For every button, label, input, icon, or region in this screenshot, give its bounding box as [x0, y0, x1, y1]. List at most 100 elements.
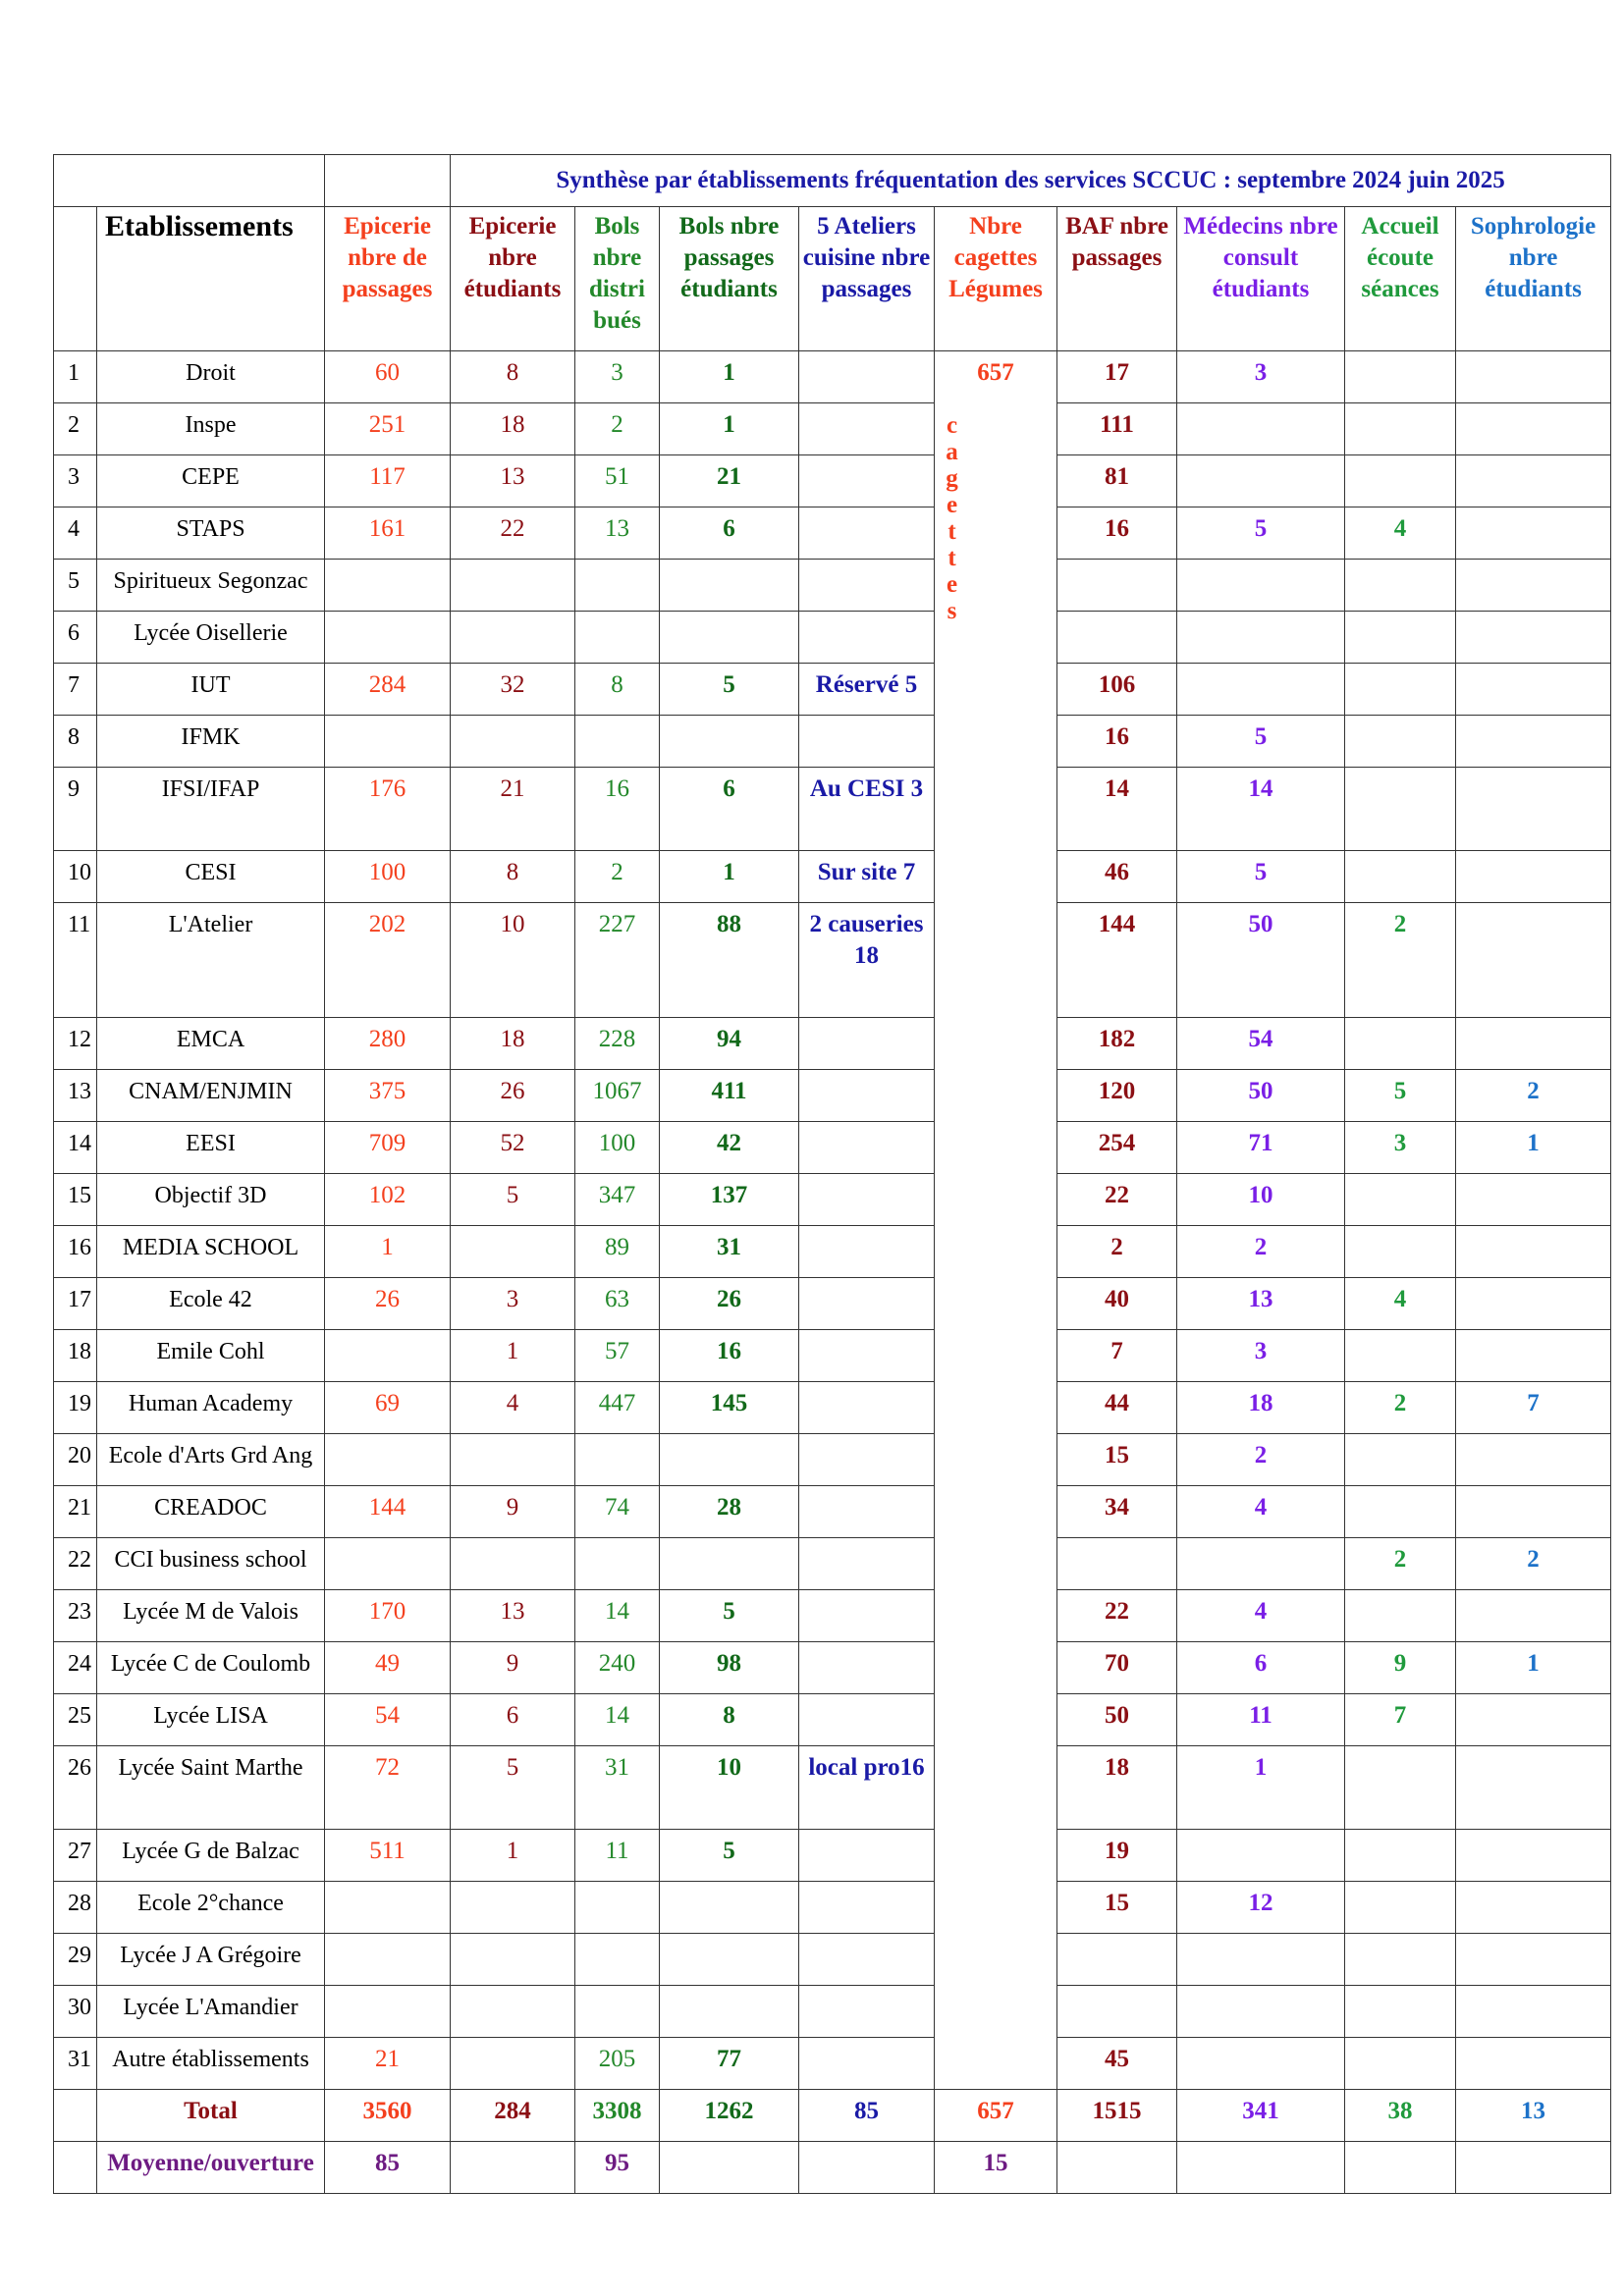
cell-sophrologie [1454, 402, 1612, 455]
cell-baf: 22 [1056, 1173, 1177, 1226]
cell-medecins: 1 [1176, 1745, 1345, 1830]
row-number: 11 [53, 902, 97, 1018]
header-bols-passages: Bols nbre passages étudiants [659, 206, 799, 351]
cell-epicerie-etudiants [450, 715, 575, 768]
cell-bols-passages: 8 [659, 1693, 799, 1746]
table-row: 11 L'Atelier 202 10 227 88 2 causeries 18 144 50… [53, 902, 1612, 1018]
etablissement-name: L'Atelier [96, 902, 325, 1018]
cell-epicerie-etudiants: 26 [450, 1069, 575, 1122]
cell-baf: 70 [1056, 1641, 1177, 1694]
cell-medecins: 2 [1176, 1225, 1345, 1278]
cell-ateliers [798, 1485, 935, 1538]
cell-medecins: 12 [1176, 1881, 1345, 1934]
cell-bols-distribues: 11 [574, 1829, 660, 1882]
table-row: 2 Inspe 251 18 2 1 111 [53, 402, 1612, 455]
cell-baf: 17 [1056, 350, 1177, 403]
cell-sophrologie [1454, 715, 1612, 768]
moyenne-number-cell [53, 2141, 97, 2194]
cell-baf: 254 [1056, 1121, 1177, 1174]
etablissement-name: IUT [96, 663, 325, 716]
cell-ateliers [798, 715, 935, 768]
cell-baf: 120 [1056, 1069, 1177, 1122]
cell-accueil [1344, 1225, 1456, 1278]
etablissement-name: Droit [96, 350, 325, 403]
row-number: 14 [53, 1121, 97, 1174]
cell-sophrologie [1454, 1173, 1612, 1226]
cell-epicerie-passages [324, 1329, 451, 1382]
cell-ateliers [798, 611, 935, 664]
cell-bols-passages: 5 [659, 1829, 799, 1882]
cell-epicerie-passages: 511 [324, 1829, 451, 1882]
cell-bols-distribues: 3 [574, 350, 660, 403]
total-cell-sophrologie: 13 [1454, 2089, 1612, 2142]
table-row: 20 Ecole d'Arts Grd Ang 15 2 [53, 1433, 1612, 1486]
cell-epicerie-passages: 176 [324, 767, 451, 851]
cell-epicerie-etudiants: 18 [450, 402, 575, 455]
cell-epicerie-passages: 102 [324, 1173, 451, 1226]
cell-epicerie-passages: 1 [324, 1225, 451, 1278]
cell-epicerie-passages [324, 1985, 451, 2038]
cell-baf: 81 [1056, 454, 1177, 507]
cell-epicerie-etudiants [450, 559, 575, 612]
cell-sophrologie [1454, 902, 1612, 1018]
cell-epicerie-etudiants: 9 [450, 1641, 575, 1694]
cell-bols-passages: 1 [659, 350, 799, 403]
row-number: 31 [53, 2037, 97, 2090]
cell-epicerie-passages: 100 [324, 850, 451, 903]
table-row: 5 Spiritueux Segonzac [53, 559, 1612, 612]
row-number: 26 [53, 1745, 97, 1830]
cagettes-vertical-label: cagettes [939, 412, 965, 624]
cell-baf: 16 [1056, 715, 1177, 768]
cell-baf: 34 [1056, 1485, 1177, 1538]
cell-bols-passages [659, 1933, 799, 1986]
cell-accueil: 5 [1344, 1069, 1456, 1122]
header-cagettes: Nbre cagettes Légumes [934, 206, 1057, 351]
moyenne-cell-bols-distribues: 95 [574, 2141, 660, 2194]
header-epicerie-etudiants: Epicerie nbre étudiants [450, 206, 575, 351]
cell-bols-distribues [574, 611, 660, 664]
cell-accueil [1344, 1173, 1456, 1226]
cell-accueil [1344, 767, 1456, 851]
cell-bols-distribues: 240 [574, 1641, 660, 1694]
row-number: 10 [53, 850, 97, 903]
cell-epicerie-etudiants [450, 1881, 575, 1934]
cell-accueil [1344, 611, 1456, 664]
etablissement-name: CREADOC [96, 1485, 325, 1538]
cell-epicerie-etudiants: 6 [450, 1693, 575, 1746]
cell-accueil: 7 [1344, 1693, 1456, 1746]
cell-bols-passages: 1 [659, 850, 799, 903]
cell-epicerie-etudiants: 18 [450, 1017, 575, 1070]
cell-accueil [1344, 1933, 1456, 1986]
cell-baf: 2 [1056, 1225, 1177, 1278]
table-row: 24 Lycée C de Coulomb 49 9 240 98 70 6 9 1 [53, 1641, 1612, 1694]
cell-sophrologie [1454, 663, 1612, 716]
cell-sophrologie [1454, 350, 1612, 403]
cell-baf: 106 [1056, 663, 1177, 716]
cell-sophrologie [1454, 559, 1612, 612]
cell-bols-distribues: 16 [574, 767, 660, 851]
table-row: 27 Lycée G de Balzac 511 1 11 5 19 [53, 1829, 1612, 1882]
cell-medecins: 50 [1176, 1069, 1345, 1122]
cell-epicerie-passages [324, 611, 451, 664]
cell-bols-passages: 5 [659, 1589, 799, 1642]
cell-bols-passages: 1 [659, 402, 799, 455]
cell-baf: 111 [1056, 402, 1177, 455]
total-cell-ateliers: 85 [798, 2089, 935, 2142]
cell-sophrologie [1454, 1225, 1612, 1278]
cell-baf [1056, 559, 1177, 612]
cell-ateliers [798, 559, 935, 612]
cell-bols-distribues [574, 1933, 660, 1986]
cell-epicerie-etudiants: 5 [450, 1173, 575, 1226]
cell-ateliers [798, 1985, 935, 2038]
row-number: 22 [53, 1537, 97, 1590]
cell-bols-distribues: 2 [574, 850, 660, 903]
cell-bols-passages [659, 1433, 799, 1486]
cell-medecins: 3 [1176, 1329, 1345, 1382]
cell-accueil [1344, 1589, 1456, 1642]
cell-sophrologie [1454, 1433, 1612, 1486]
cell-bols-distribues: 74 [574, 1485, 660, 1538]
cell-ateliers [798, 1017, 935, 1070]
cell-accueil [1344, 663, 1456, 716]
cell-bols-passages: 88 [659, 902, 799, 1018]
row-number: 6 [53, 611, 97, 664]
